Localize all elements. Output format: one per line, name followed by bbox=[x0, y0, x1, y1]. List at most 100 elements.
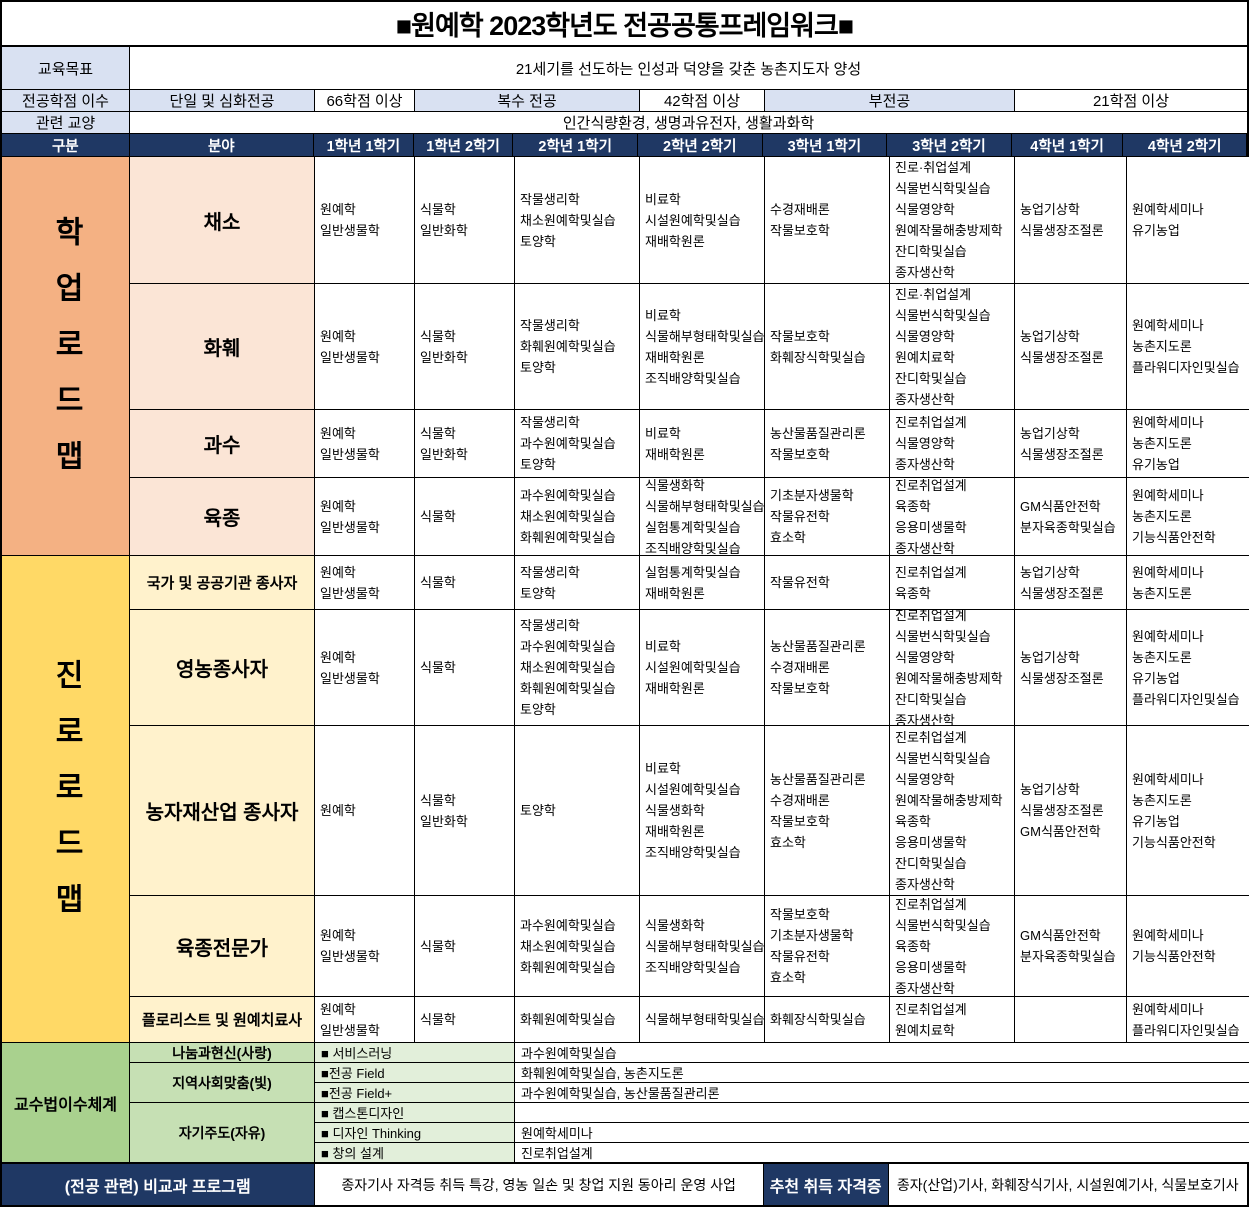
course-name: 효소학 bbox=[770, 970, 806, 985]
course-name: 식물생화학 bbox=[645, 477, 705, 493]
course-name: 채소원예학및실습 bbox=[520, 212, 616, 228]
course-cell: 원예학 일반생물학 bbox=[315, 610, 415, 726]
teaching-group-name: 자기주도(자유) bbox=[130, 1103, 315, 1163]
double-major-credits: 42학점 이상 bbox=[640, 90, 765, 112]
course-cell: 원예학세미나 농촌지도론 유기농업 bbox=[1127, 410, 1249, 478]
page-title: ■원예학 2023학년도 전공공통프레임워크■ bbox=[395, 11, 854, 41]
course-name: 기초분자생물학 bbox=[770, 488, 854, 503]
course-name: 작물보호학 bbox=[770, 813, 830, 829]
course-cell: 식물학 일반화학 bbox=[415, 726, 515, 896]
course-cell: 진로취업설계 육종학 응용미생물학 종자생산학 bbox=[890, 478, 1015, 556]
course-name: 육종학 bbox=[895, 585, 931, 601]
course-name: 작물유전학 bbox=[770, 949, 830, 964]
course-name: 유기농업 bbox=[1132, 457, 1180, 472]
course-name: GM식품안전학 bbox=[1020, 928, 1101, 943]
course-cell: 원예학세미나 농촌지도론 유기농업 플라워디자인및실습 bbox=[1127, 610, 1249, 726]
course-cell: 실험통계학및실습 재배학원론 bbox=[640, 556, 765, 610]
course-name: 기능식품안전학 bbox=[1132, 530, 1216, 545]
course-name: 화훼원예학및실습 bbox=[520, 1012, 616, 1027]
course-cell: 농산물품질관리론 작물보호학 bbox=[765, 410, 890, 478]
header-gubun: 구분 bbox=[2, 134, 130, 157]
course-name: 식물해부형태학및실습 bbox=[645, 498, 765, 514]
course-name: 일반생물학 bbox=[320, 446, 380, 462]
teaching-method-grid: 교수법이수체계 나눔과현신(사랑) ■ 서비스러닝 과수원예학및실습 지역사회맞춤(빛)… bbox=[2, 1043, 1249, 1163]
course-name: 원예치료학 bbox=[895, 1022, 955, 1038]
course-cell: 식물학 일반화학 bbox=[415, 410, 515, 478]
course-name: 효소학 bbox=[770, 530, 806, 545]
course-name: 토양학 bbox=[520, 585, 556, 601]
course-name: 식물학 bbox=[420, 328, 456, 344]
course-name: 진로취업설계 bbox=[895, 415, 967, 430]
course-name: 일반화학 bbox=[420, 223, 468, 238]
course-name: 원예학세미나 bbox=[1132, 318, 1204, 333]
course-cell: 비료학 시설원예학및실습 식물생화학 재배학원론 조직배양학및실습 bbox=[640, 726, 765, 896]
course-cell: 농업기상학 식물생장조절론 bbox=[1015, 157, 1127, 284]
course-cell: 작물생리학 과수원예학및실습 채소원예학및실습 화훼원예학및실습 토양학 bbox=[515, 610, 640, 726]
course-name: 작물유전학 bbox=[770, 575, 830, 590]
course-cell: 원예학 일반생물학 bbox=[315, 896, 415, 997]
course-name: 실험통계학및실습 bbox=[645, 564, 741, 580]
course-cell: 원예학세미나 플라워디자인및실습 bbox=[1127, 997, 1249, 1043]
course-name: 일반화학 bbox=[420, 446, 468, 462]
course-name: 식물학 bbox=[420, 1012, 456, 1027]
course-cell: 원예학세미나 농촌지도론 유기농업 기능식품안전학 bbox=[1127, 726, 1249, 896]
course-name: 잔디학및실습 bbox=[895, 691, 967, 707]
course-name: 식물번식학및실습 bbox=[895, 181, 991, 196]
liberal-arts-row: 관련 교양 인간식량환경, 생명과유전자, 생활과화학 bbox=[2, 112, 1247, 134]
course-name: 잔디학및실습 bbox=[895, 855, 967, 871]
course-cell: 원예학 일반생물학 bbox=[315, 284, 415, 410]
teaching-group-name: 지역사회맞춤(빛) bbox=[130, 1063, 315, 1103]
course-name: 원예학세미나 bbox=[1132, 1001, 1204, 1017]
course-name: 시설원예학및실습 bbox=[645, 212, 741, 228]
course-name: 식물영양학 bbox=[895, 436, 955, 451]
course-name: 식물영양학 bbox=[895, 771, 955, 787]
title-row: ■원예학 2023학년도 전공공통프레임워크■ bbox=[2, 2, 1247, 47]
major-credits-row: 전공학점 이수 단일 및 심화전공 66학점 이상 복수 전공 42학점 이상 … bbox=[2, 90, 1247, 112]
liberal-arts-text: 인간식량환경, 생명과유전자, 생활과화학 bbox=[130, 112, 1247, 134]
course-name: 농업기상학 bbox=[1020, 425, 1080, 441]
course-cell: 원예학세미나 농촌지도론 플라워디자인및실습 bbox=[1127, 284, 1249, 410]
course-name: 분자육종학및실습 bbox=[1020, 949, 1116, 964]
course-cell: 진로취업설계 식물번식학및실습 식물영양학 원예작물해충방제학 잔디학및실습 종자생산학 bbox=[890, 608, 1015, 728]
course-name: 비료학 bbox=[645, 425, 681, 441]
course-name: 종자생산학 bbox=[895, 457, 955, 472]
course-name: 원예학세미나 bbox=[1132, 488, 1204, 503]
course-name: 작물보호학 bbox=[770, 223, 830, 238]
teaching-method: ■전공 Field bbox=[315, 1063, 515, 1083]
course-name: 원예치료학 bbox=[895, 349, 955, 365]
course-cell: 진로·취업설계 식물번식학및실습 식물영양학 원예작물해충방제학 잔디학및실습 종자생산학 bbox=[890, 157, 1015, 284]
course-cell: 식물학 bbox=[415, 896, 515, 997]
course-name: 농산물품질관리론 bbox=[770, 425, 866, 441]
header-semester-1-2: 1학년 2학기 bbox=[413, 134, 514, 157]
course-name: 농업기상학 bbox=[1020, 202, 1080, 217]
course-name: 농업기상학 bbox=[1020, 782, 1080, 797]
course-name: 농촌지도론 bbox=[1132, 509, 1192, 524]
course-name: 농업기상학 bbox=[1020, 649, 1080, 665]
course-name: 식물생장조절론 bbox=[1020, 585, 1104, 601]
course-name: 잔디학및실습 bbox=[895, 370, 967, 386]
course-name: 작물보호학 bbox=[770, 681, 830, 696]
course-cell: 작물생리학 화훼원예학및실습 토양학 bbox=[515, 284, 640, 410]
course-name: 식물영양학 bbox=[895, 328, 955, 344]
course-name: 화훼장식학및실습 bbox=[770, 349, 866, 365]
course-name: 농업기상학 bbox=[1020, 328, 1080, 344]
course-name: 작물생리학 bbox=[520, 318, 580, 333]
course-cell: 과수원예학및실습 채소원예학및실습 화훼원예학및실습 bbox=[515, 896, 640, 997]
course-name: 진로취업설계 bbox=[895, 564, 967, 580]
course-name: 원예학세미나 bbox=[1132, 928, 1204, 943]
course-name: 작물보호학 bbox=[770, 328, 830, 344]
course-name: 채소원예학및실습 bbox=[520, 509, 616, 524]
teaching-method-courses: 화훼원예학및실습, 농촌지도론 bbox=[515, 1063, 1249, 1083]
course-name: 과수원예학및실습 bbox=[520, 917, 616, 933]
course-name: 원예학 bbox=[320, 498, 356, 514]
course-name: 원예학 bbox=[320, 928, 356, 943]
course-name: 재배학원론 bbox=[645, 233, 705, 249]
course-name: 플라워디자인및실습 bbox=[1132, 691, 1240, 707]
course-name: 종자생산학 bbox=[895, 265, 955, 280]
course-cell: 작물생리학 토양학 bbox=[515, 556, 640, 610]
course-name: 토양학 bbox=[520, 233, 556, 249]
course-name: 진로취업설계 bbox=[895, 1001, 967, 1017]
course-cell: 기초분자생물학 작물유전학 효소학 bbox=[765, 478, 890, 556]
